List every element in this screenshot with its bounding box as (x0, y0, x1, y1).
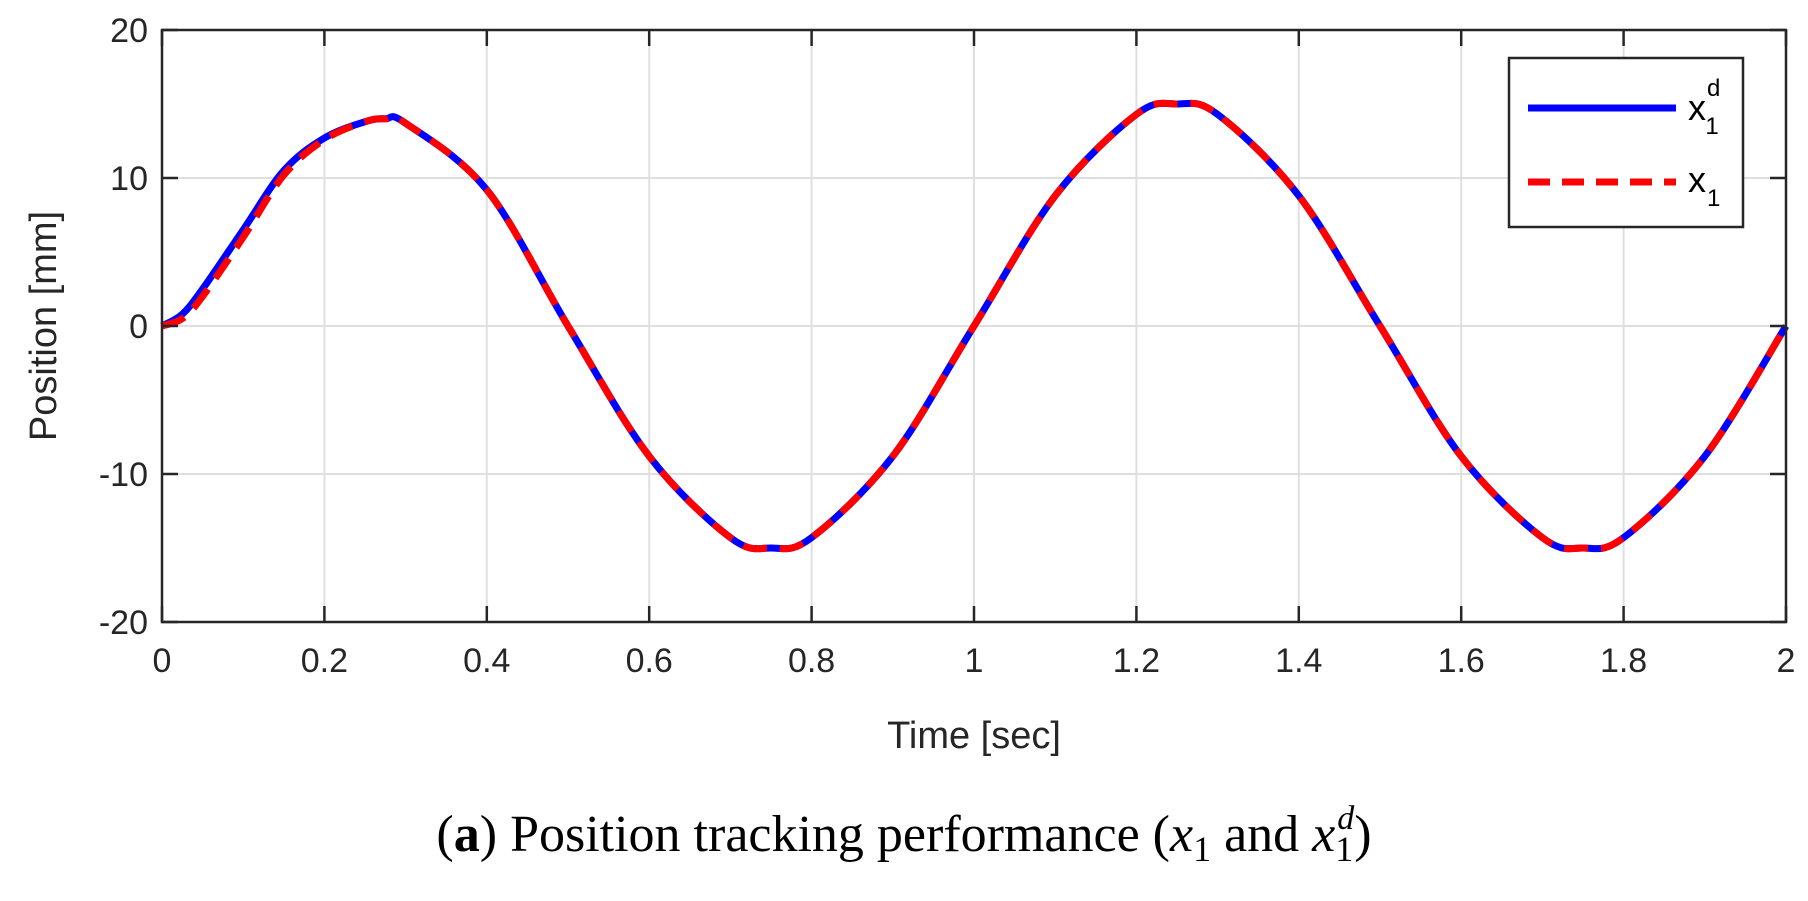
figure-caption: (a) Position tracking performance (x1 an… (0, 800, 1808, 870)
x-tick-label: 1.6 (1438, 642, 1485, 680)
caption-text: Position tracking performance ( (497, 806, 1170, 863)
x-tick-label: 2 (1777, 642, 1796, 680)
y-tick-label: -20 (99, 604, 148, 642)
x-axis-label: Time [sec] (887, 715, 1061, 757)
legend-label-x1: x1 (1688, 159, 1720, 212)
x-tick-label: 0.6 (626, 642, 673, 680)
caption-var1-sub: 1 (1193, 829, 1212, 869)
caption-var2: x (1312, 806, 1336, 863)
y-tick-label: 0 (129, 308, 148, 346)
x-tick-label: 0.4 (463, 642, 510, 680)
caption-end: ) (1354, 806, 1372, 863)
y-tick-label: 20 (110, 12, 148, 50)
tick-layer: 0 0.2 0.4 0.6 0.8 1 1.2 1.4 1.6 1.8 2 -20 -10 0 10 20 (99, 12, 1796, 680)
x-tick-label: 1.8 (1600, 642, 1647, 680)
caption-and: and (1211, 806, 1313, 863)
caption-var2-sup: d (1337, 800, 1354, 837)
x-tick-label: 1.2 (1113, 642, 1160, 680)
legend-x1d-base: x (1688, 87, 1706, 128)
caption-close-paren: ) (479, 806, 498, 863)
legend-x1d-sup: d (1707, 75, 1720, 102)
x-tick-label: 0 (153, 642, 172, 680)
legend-x1d-sub: 1 (1705, 113, 1718, 140)
x-tick-label: 0.8 (788, 642, 835, 680)
x-tick-label: 1 (965, 642, 984, 680)
caption-label: a (453, 806, 480, 863)
series-line-x1 (160, 99, 1789, 553)
y-tick-label: -10 (99, 456, 148, 494)
caption-var1: x (1169, 806, 1194, 863)
position-tracking-chart: 0 0.2 0.4 0.6 0.8 1 1.2 1.4 1.6 1.8 2 -20 -10 0 10 20 T… (23, 12, 1796, 757)
legend-label-x1d: xd 1 (1688, 75, 1720, 140)
x-tick-label: 1.4 (1275, 642, 1322, 680)
legend-x1-sub: 1 (1707, 185, 1720, 212)
caption-var2-sub: 1 (1335, 829, 1354, 869)
series-layer (160, 99, 1789, 553)
caption-open-paren: ( (436, 806, 454, 863)
y-axis-label: Position [mm] (23, 211, 65, 441)
y-tick-label: 10 (110, 160, 148, 198)
x-tick-label: 0.2 (301, 642, 348, 680)
caption-var2-sup-text: d (1337, 800, 1355, 837)
legend-box (1507, 56, 1745, 229)
legend: xd 1 x1 (1507, 56, 1745, 229)
legend-x1-base: x (1688, 159, 1706, 200)
